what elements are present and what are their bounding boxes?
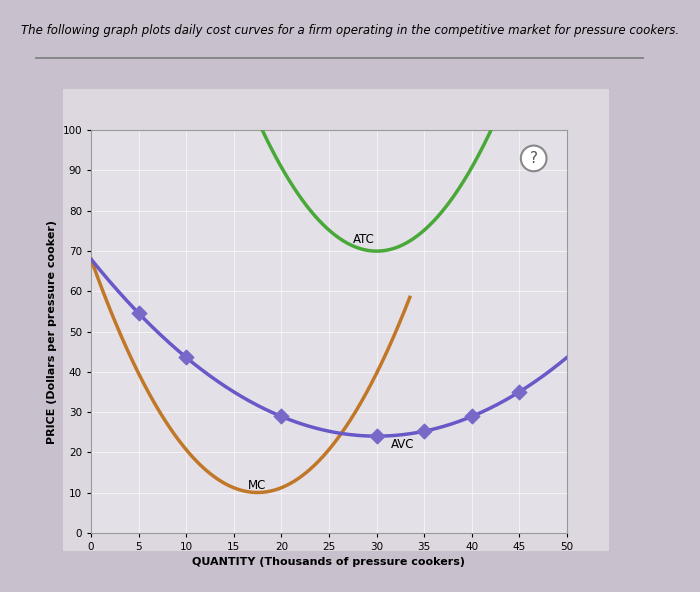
Text: ?: ? [530,151,538,166]
X-axis label: QUANTITY (Thousands of pressure cookers): QUANTITY (Thousands of pressure cookers) [193,558,466,567]
Point [419,426,430,436]
Point [466,411,477,421]
Point [514,387,525,397]
Point [371,432,382,441]
Text: The following graph plots daily cost curves for a firm operating in the competit: The following graph plots daily cost cur… [21,24,679,37]
Text: ATC: ATC [353,233,375,246]
Point [276,412,287,422]
Point [133,308,144,318]
Y-axis label: PRICE (Dollars per pressure cooker): PRICE (Dollars per pressure cooker) [47,220,57,443]
Point [181,353,192,362]
Text: AVC: AVC [391,438,414,451]
Text: MC: MC [248,478,267,491]
